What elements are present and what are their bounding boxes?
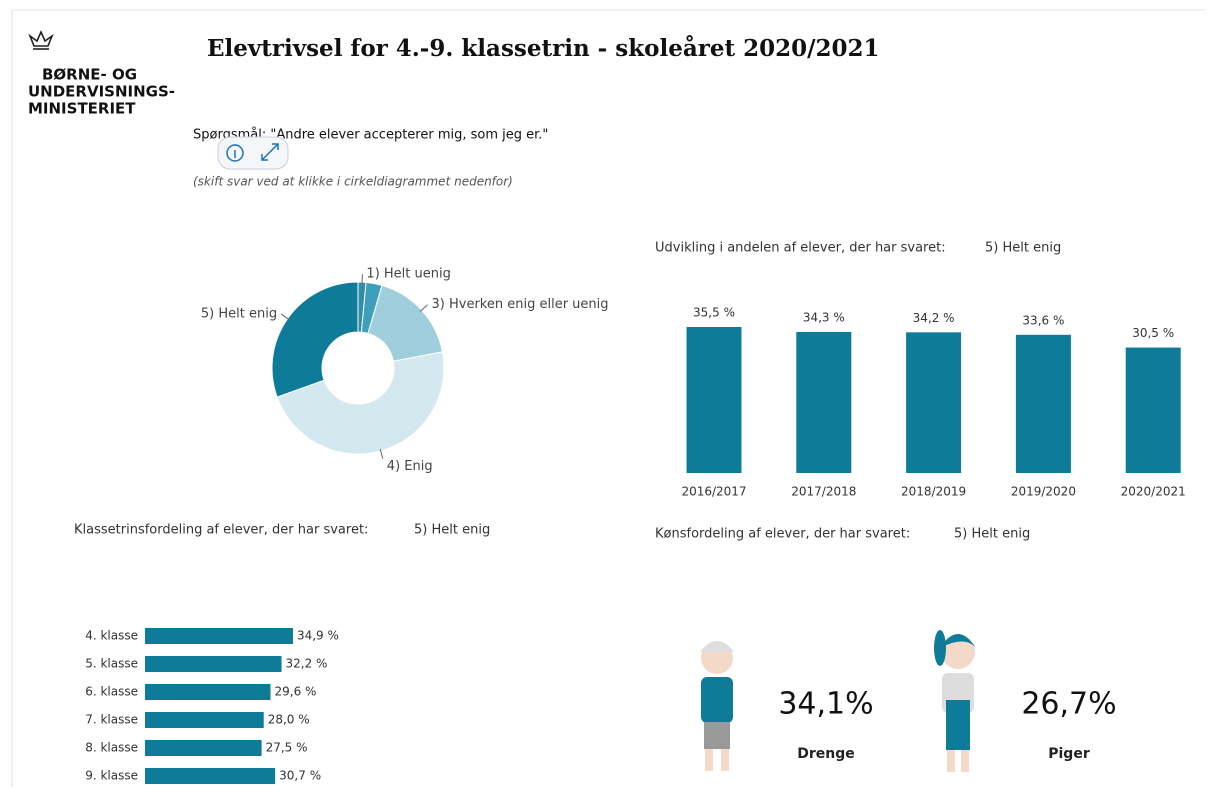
y-tick-label: 6. klasse (85, 685, 138, 699)
bar (145, 712, 264, 728)
logo-text: UNDERVISNINGS- (28, 83, 175, 101)
value-label: 34,3 % (803, 310, 845, 324)
bar (145, 656, 282, 672)
logo-text: MINISTERIET (28, 100, 136, 118)
chart-subtitle: 5) Helt enig (985, 241, 1061, 256)
bar (796, 332, 851, 473)
value-label: 35,5 % (693, 306, 735, 320)
value-label: 33,6 % (1022, 313, 1064, 327)
value-label: 29,6 % (275, 685, 317, 699)
slice-label: 3) Hverken enig eller uenig (432, 297, 609, 312)
slice-label: 1) Helt uenig (366, 267, 450, 282)
y-tick-label: 8. klasse (85, 741, 138, 755)
chart-title: Kønsfordeling af elever, der har svaret: (655, 527, 910, 542)
stat-value: 34,1% (778, 687, 873, 722)
y-tick-label: 5. klasse (85, 657, 138, 671)
toolbar-bg (218, 137, 288, 169)
stat-value: 26,7% (1021, 687, 1116, 722)
slice-label: 4) Enig (387, 459, 433, 474)
chart-subtitle: 5) Helt enig (414, 523, 490, 538)
hint: (skift svar ved at klikke i cirkeldiagra… (193, 175, 513, 189)
value-label: 28,0 % (268, 713, 310, 727)
y-tick-label: 9. klasse (85, 769, 138, 783)
logo-text: BØRNE- OG (42, 66, 137, 84)
value-label: 27,5 % (266, 741, 308, 755)
bar (1016, 335, 1071, 473)
y-tick-label: 4. klasse (85, 629, 138, 643)
value-label: 34,2 % (913, 311, 955, 325)
stat-label: Piger (1048, 746, 1090, 762)
bar (1126, 348, 1181, 473)
bar (906, 332, 961, 473)
bar (145, 684, 271, 700)
x-tick-label: 2019/2020 (1011, 485, 1076, 499)
bar (687, 327, 742, 473)
chart-title: Klassetrinsfordeling af elever, der har … (74, 523, 368, 538)
x-tick-label: 2016/2017 (681, 485, 746, 499)
slice-label: 5) Helt enig (201, 306, 277, 321)
x-tick-label: 2018/2019 (901, 485, 966, 499)
bar (145, 628, 293, 644)
value-label: 32,2 % (286, 657, 328, 671)
bar (145, 740, 262, 756)
value-label: 34,9 % (297, 629, 339, 643)
value-label: 30,5 % (1132, 326, 1174, 340)
x-tick-label: 2020/2021 (1121, 485, 1186, 499)
stat-label: Drenge (797, 746, 855, 762)
y-tick-label: 7. klasse (85, 713, 138, 727)
value-label: 30,7 % (279, 769, 321, 783)
page-title: Elevtrivsel for 4.-9. klassetrin - skole… (207, 35, 880, 62)
toolbar[interactable] (218, 137, 288, 169)
chart-subtitle: 5) Helt enig (954, 527, 1030, 542)
chart-title: Udvikling i andelen af elever, der har s… (655, 241, 946, 256)
x-tick-label: 2017/2018 (791, 485, 856, 499)
bar (145, 768, 275, 784)
